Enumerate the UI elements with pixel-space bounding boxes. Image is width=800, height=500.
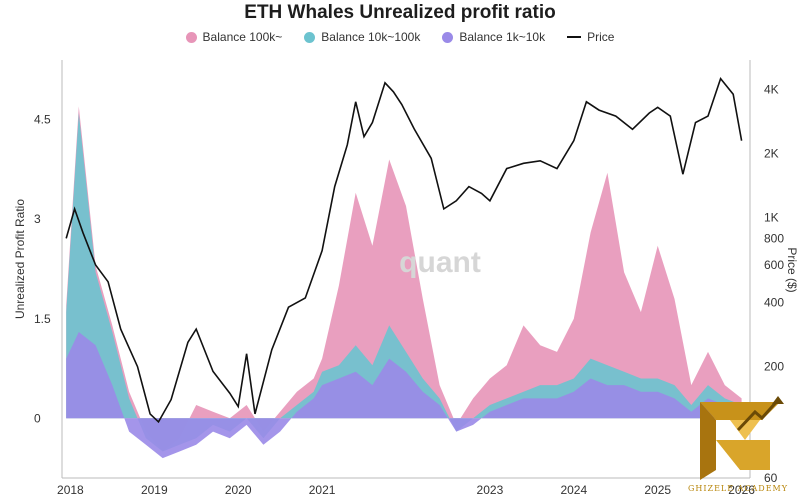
x-tick-label: 2020 [225, 483, 252, 497]
price-line-layer [65, 76, 743, 424]
legend-item-price[interactable]: Price [567, 30, 614, 44]
y2-axis-title: Price ($) [785, 247, 799, 292]
legend-item-balance-100k[interactable]: Balance 100k~ [185, 30, 283, 44]
legend-swatch-purple [442, 31, 454, 43]
x-tick-label: 2021 [309, 483, 336, 497]
chart-legend: Balance 100k~ Balance 10k~100k Balance 1… [0, 30, 800, 44]
watermark: quant [399, 246, 481, 279]
area-layer [66, 106, 742, 459]
y2-tick-label: 4K [764, 82, 779, 96]
chart-title: ETH Whales Unrealized profit ratio [244, 2, 556, 23]
legend-label: Balance 10k~100k [321, 30, 421, 44]
x-tick-label: 2026 [728, 483, 755, 497]
y2-tick-label: 1K [764, 211, 779, 225]
y2-tick-label: 200 [764, 360, 784, 374]
y2-tick-label: 60 [764, 471, 778, 485]
x-tick-label: 2018 [57, 483, 84, 497]
price-line [65, 76, 743, 424]
y2-tick-label: 600 [764, 258, 784, 272]
axes-layer: 4.5 3 1.5 0 4K 2K 1K 800 600 400 200 60 2018 2019 2020… [13, 60, 799, 497]
y-tick-label: 0 [34, 411, 41, 425]
y2-tick-label: 2K [764, 147, 779, 161]
x-tick-label: 2025 [644, 483, 671, 497]
logo-text: GHIZELE ACADEMY [688, 484, 789, 493]
legend-swatch-line [567, 36, 582, 38]
y-tick-label: 1.5 [34, 312, 51, 326]
legend-label: Price [587, 30, 615, 44]
y-tick-label: 3 [34, 212, 41, 226]
x-tick-label: 2019 [141, 483, 168, 497]
y-tick-label: 4.5 [34, 113, 51, 127]
area-series-balance-1k-10k [66, 332, 742, 459]
legend-item-balance-1k-10k[interactable]: Balance 1k~10k [442, 30, 545, 44]
academy-logo-icon [700, 396, 784, 480]
legend-label: Balance 1k~10k [459, 30, 546, 44]
x-tick-label: 2024 [560, 483, 587, 497]
legend-swatch-teal [304, 31, 316, 43]
x-tick-label: 2023 [477, 483, 504, 497]
y-axis-title: Unrealized Profit Ratio [13, 199, 27, 319]
y2-tick-label: 400 [764, 295, 784, 309]
legend-swatch-pink [185, 31, 197, 43]
legend-label: Balance 100k~ [202, 30, 283, 44]
legend-item-balance-10k-100k[interactable]: Balance 10k~100k [304, 30, 420, 44]
y2-tick-label: 800 [764, 231, 784, 245]
area-series-balance-100k- [66, 106, 742, 452]
